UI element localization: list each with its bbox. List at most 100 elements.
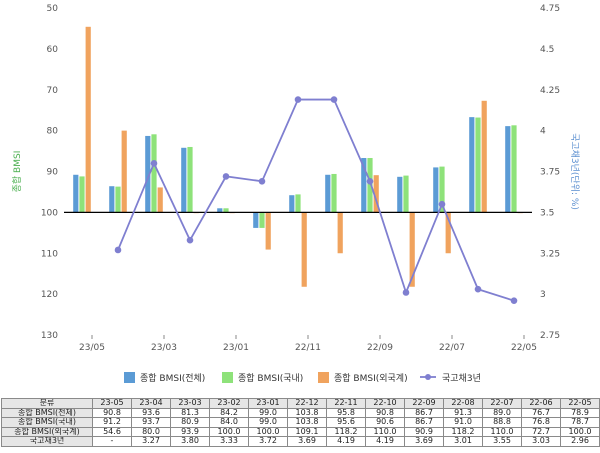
bar-0 [325, 174, 331, 213]
bar-1 [259, 212, 265, 228]
line-series [117, 98, 515, 302]
table-cell: 3.01 [443, 436, 483, 447]
table-cell: 3.80 [170, 436, 210, 447]
table-cell: 91.2 [92, 417, 132, 428]
bar-0 [397, 176, 403, 213]
legend-marker [425, 374, 431, 380]
bar-1 [439, 166, 445, 213]
line-point [114, 246, 122, 254]
table-header-col: 22-07 [482, 398, 522, 409]
line-point [330, 96, 338, 103]
table-header-col: 22-11 [326, 398, 366, 409]
line-point [366, 178, 374, 185]
table-row-label: 종합 BMSI(국내) [1, 417, 93, 428]
bar-2 [85, 26, 91, 213]
bar-1 [331, 173, 337, 213]
table-header-label: 분류 [1, 398, 93, 409]
bar-0 [433, 167, 439, 213]
table-header-col: 23-01 [248, 398, 288, 409]
table-cell: 80.9 [170, 417, 210, 428]
x-tick-label: 23/03 [151, 343, 177, 353]
bar-1 [475, 117, 481, 213]
bar-0 [361, 158, 367, 213]
legend-label: 종합 BMSI(외국계) [334, 372, 408, 384]
bar-0 [181, 147, 187, 213]
table-cell: - [92, 436, 132, 447]
table-row-label: 국고채3년 [1, 436, 93, 447]
table-cell: 90.6 [365, 417, 405, 428]
table-row: 종합 BMSI(외국계) 54.6 80.0 93.9 100.0 100.0 109.1 1… [1, 426, 600, 437]
table-cell: 81.3 [170, 407, 210, 418]
bar-2 [157, 187, 163, 213]
table-cell: 91.3 [443, 407, 483, 418]
table-cell: 3.27 [131, 436, 171, 447]
y2-tick-label: 4.75 [540, 4, 560, 14]
table-header-col: 23-02 [209, 398, 249, 409]
table-cell: 72.7 [521, 426, 561, 437]
y2-tick-label: 4.5 [540, 45, 554, 55]
y2-tick-label: 3.25 [540, 249, 560, 259]
table-cell: 54.6 [92, 426, 132, 437]
legend-swatch [318, 372, 329, 383]
table-cell: 99.0 [248, 417, 288, 428]
table-cell: 76.7 [521, 407, 561, 418]
y2-tick-label: 3 [540, 290, 546, 300]
table-cell: 110.0 [365, 426, 405, 437]
table-header-col: 23-03 [170, 398, 210, 409]
bar-2 [481, 100, 487, 213]
table-cell: 78.9 [560, 407, 600, 418]
table-header-col: 23-05 [92, 398, 132, 409]
table-row-label: 종합 BMSI(전체) [1, 407, 93, 418]
x-tick-label: 22/05 [511, 343, 537, 353]
bar-0 [505, 126, 511, 213]
y2-axis-title: 국고채3년(단위: %) [569, 133, 580, 210]
table-cell: 100.0 [560, 426, 600, 437]
x-tick-label: 23/01 [223, 343, 249, 353]
line-point [222, 173, 230, 180]
table-header-row: 분류 23-05 23-04 23-03 23-02 23-01 22-12 2… [1, 398, 600, 409]
table-cell: 93.6 [131, 407, 171, 418]
table-cell: 93.9 [170, 426, 210, 437]
table-cell: 103.8 [287, 417, 327, 428]
bar-2 [445, 212, 451, 254]
table-cell: 3.55 [482, 436, 522, 447]
table-row: 국고채3년 -3.27 3.80 3.33 3.72 3.69 4.19 4.19 3.69 3.… [1, 436, 600, 447]
line-point [474, 285, 482, 293]
table-cell: 78.7 [560, 417, 600, 428]
bar-1 [403, 175, 409, 213]
x-tick-label: 22/11 [295, 343, 321, 353]
chart: 50 60 70 80 90 100 110 120 130 2.75 3 3.25 3.5 3.75 4 4… [12, 4, 580, 384]
table-cell: 3.72 [248, 436, 288, 447]
table-cell: 91.0 [443, 417, 483, 428]
table-cell: 99.0 [248, 407, 288, 418]
legend-label: 종합 BMSI(국내) [238, 373, 303, 384]
x-tick-label: 22/09 [367, 343, 393, 353]
table-body: 종합 BMSI(전체) 90.8 93.6 81.3 84.2 99.0 103.8 95.8… [1, 407, 600, 447]
bar-2 [337, 212, 343, 254]
bar-2 [373, 175, 379, 213]
bar-1 [187, 146, 193, 213]
table-cell: 100.0 [209, 426, 249, 437]
line-point [186, 236, 194, 244]
table-header-col: 23-04 [131, 398, 171, 409]
y-tick-label: 80 [47, 127, 59, 137]
bar-0 [253, 212, 259, 228]
bar-0 [109, 186, 115, 213]
y-tick-label: 50 [47, 4, 59, 14]
line-point [150, 160, 158, 167]
table-cell: 88.8 [482, 417, 522, 428]
legend-swatch [222, 372, 233, 383]
bar-0 [217, 208, 223, 213]
line-point [402, 289, 410, 296]
legend-label: 국고채3년 [442, 373, 481, 384]
legend-label: 종합 BMSI(전체) [140, 373, 205, 384]
y-tick-label: 110 [41, 249, 58, 259]
y2-tick-label: 4 [540, 127, 546, 137]
x-tick-label: 22/07 [439, 343, 465, 353]
table-row: 종합 BMSI(전체) 90.8 93.6 81.3 84.2 99.0 103.8 95.8… [1, 407, 600, 418]
table-header-col: 22-09 [404, 398, 444, 409]
table-cell: 103.8 [287, 407, 327, 418]
line-point [258, 178, 266, 185]
y2-tick-label: 3.75 [540, 168, 560, 178]
